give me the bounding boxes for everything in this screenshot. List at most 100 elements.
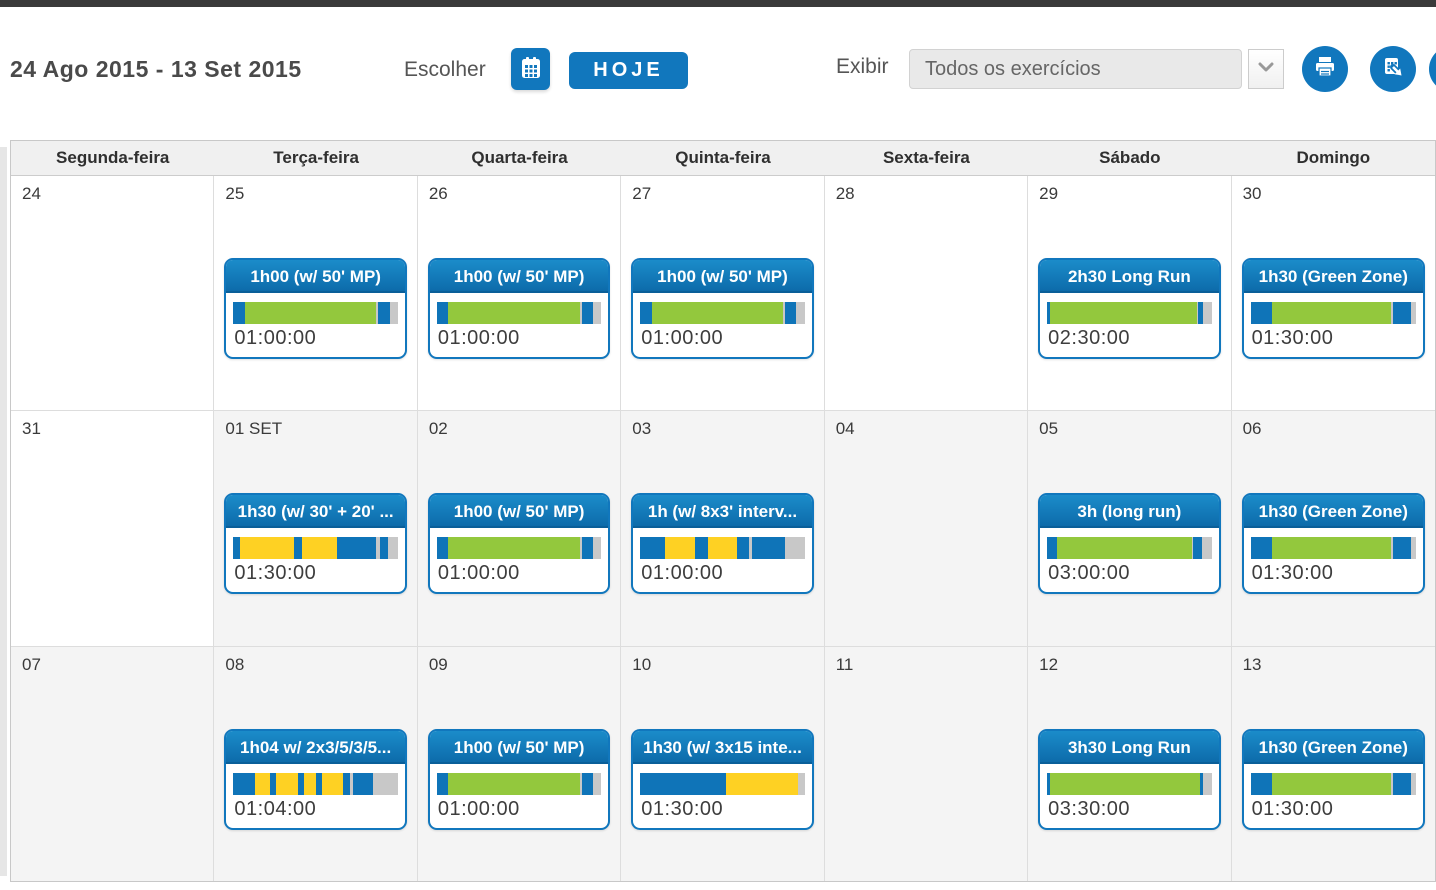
workout-intensity-bar	[1250, 772, 1416, 795]
bar-segment-blue	[378, 302, 390, 324]
bar-segment-blue	[294, 537, 303, 560]
export-calendar-button[interactable]	[1370, 46, 1416, 92]
workout-card[interactable]: 3h30 Long Run 03:30:00	[1038, 728, 1221, 830]
bar-segment-yellow	[304, 772, 316, 795]
workout-card-title: 1h30 (Green Zone)	[1243, 260, 1423, 293]
bar-segment-blue	[784, 302, 797, 324]
workout-card[interactable]: 1h30 (Green Zone) 01:30:00	[1241, 728, 1425, 830]
workout-card[interactable]: 1h00 (w/ 50' MP) 01:00:00	[427, 493, 611, 595]
workout-card[interactable]: 1h00 (w/ 50' MP) 01:00:00	[427, 258, 611, 359]
workout-duration: 01:00:00	[641, 327, 724, 349]
day-cell-12[interactable]: 12 3h30 Long Run 03:30:00	[1028, 646, 1232, 881]
day-cell-24[interactable]: 24	[11, 176, 215, 411]
bar-segment-track	[579, 537, 582, 560]
bar-segment-track	[1411, 302, 1416, 324]
workout-card[interactable]: 1h00 (w/ 50' MP) 01:00:00	[224, 258, 407, 359]
day-number: 09	[428, 654, 448, 674]
date-picker-button[interactable]	[511, 48, 550, 90]
bar-segment-track	[1203, 772, 1212, 795]
bar-segment-blue	[640, 772, 726, 795]
workout-card[interactable]: 1h (w/ 8x3' interv... 01:00:00	[631, 493, 814, 595]
workout-intensity-bar	[233, 302, 398, 324]
bar-segment-green	[1272, 772, 1392, 795]
bar-segment-blue	[233, 772, 255, 795]
filter-dropdown-button[interactable]	[1248, 49, 1284, 89]
workout-card-title: 1h00 (w/ 50' MP)	[226, 260, 405, 293]
workout-card[interactable]: 1h04 w/ 2x3/5/3/5... 01:04:00	[224, 728, 407, 830]
day-cell-26[interactable]: 26 1h00 (w/ 50' MP) 01:00:00	[417, 176, 622, 411]
bar-segment-blue	[1193, 537, 1202, 560]
day-cell-09[interactable]: 09 1h00 (w/ 50' MP) 01:00:00	[417, 646, 622, 881]
bar-segment-blue	[336, 537, 377, 560]
weekday-header-domingo: Domingo	[1296, 148, 1371, 167]
workout-card[interactable]: 1h00 (w/ 50' MP) 01:00:00	[427, 728, 611, 830]
bar-segment-blue	[343, 772, 351, 795]
day-cell-30[interactable]: 30 1h30 (Green Zone) 01:30:00	[1231, 176, 1435, 411]
bar-segment-blue	[269, 772, 277, 795]
exercise-filter-select[interactable]: Todos os exercícios	[909, 49, 1242, 89]
workout-card-title: 1h00 (w/ 50' MP)	[429, 495, 609, 529]
day-cell-29[interactable]: 29 2h30 Long Run 02:30:00	[1028, 176, 1232, 411]
day-cell-03[interactable]: 03 1h (w/ 8x3' interv... 01:00:00	[621, 411, 825, 646]
workout-card-title: 1h00 (w/ 50' MP)	[429, 730, 609, 764]
workout-intensity-bar	[1047, 302, 1212, 324]
calendar-export-icon	[1380, 54, 1406, 85]
day-number: 04	[835, 419, 855, 439]
bar-segment-green	[1272, 537, 1392, 560]
day-cell-01-set[interactable]: 01 SET 1h30 (w/ 30' + 20' ... 01:30:00	[214, 411, 418, 646]
day-cell-11[interactable]: 11	[824, 646, 1029, 881]
day-cell-07[interactable]: 07	[11, 646, 215, 881]
calendar-toolbar: 24 Ago 2015 - 13 Set 2015 Escolher HOJE …	[0, 7, 1436, 140]
print-button[interactable]	[1302, 46, 1348, 92]
extra-action-button[interactable]	[1429, 46, 1436, 92]
day-cell-04[interactable]: 04	[824, 411, 1029, 646]
day-number: 29	[1039, 184, 1059, 203]
bar-segment-yellow	[254, 772, 270, 795]
day-cell-02[interactable]: 02 1h00 (w/ 50' MP) 01:00:00	[417, 411, 622, 646]
bar-segment-track	[1411, 772, 1416, 795]
bar-segment-blue	[640, 302, 652, 324]
weekday-header-segunda-feira: Segunda-feira	[56, 148, 170, 167]
day-number: 13	[1242, 654, 1262, 674]
day-cell-25[interactable]: 25 1h00 (w/ 50' MP) 01:00:00	[214, 176, 418, 411]
bar-segment-yellow	[322, 772, 344, 795]
workout-intensity-bar	[1250, 537, 1416, 560]
bar-segment-green	[1057, 537, 1192, 560]
bar-segment-track	[350, 772, 354, 795]
workout-card[interactable]: 1h00 (w/ 50' MP) 01:00:00	[631, 258, 814, 359]
day-cell-10[interactable]: 10 1h30 (w/ 3x15 inte... 01:30:00	[621, 646, 825, 881]
date-range-title: 24 Ago 2015 - 13 Set 2015	[10, 56, 302, 82]
bar-segment-track	[748, 537, 753, 560]
workout-card-title: 1h30 (w/ 30' + 20' ...	[226, 495, 405, 529]
day-number: 06	[1242, 419, 1262, 439]
day-cell-27[interactable]: 27 1h00 (w/ 50' MP) 01:00:00	[621, 176, 825, 411]
bar-segment-track	[387, 537, 398, 560]
calendar-body: 24 25 1h00 (w/ 50' MP) 01:00:00 26 1h00 (w/ 5…	[11, 176, 1435, 881]
workout-card-title: 1h04 w/ 2x3/5/3/5...	[226, 730, 405, 764]
workout-card[interactable]: 1h30 (Green Zone) 01:30:00	[1241, 258, 1425, 359]
bar-segment-blue	[1200, 772, 1204, 795]
bar-segment-blue	[1250, 302, 1273, 324]
day-number: 27	[632, 184, 652, 203]
workout-duration: 03:30:00	[1048, 797, 1130, 820]
workout-card[interactable]: 2h30 Long Run 02:30:00	[1038, 258, 1221, 359]
bar-segment-blue	[1047, 302, 1051, 324]
workout-card[interactable]: 3h (long run) 03:00:00	[1038, 493, 1221, 595]
day-cell-28[interactable]: 28	[824, 176, 1029, 411]
today-button[interactable]: HOJE	[569, 52, 688, 89]
bar-segment-blue	[1250, 772, 1273, 795]
day-cell-31[interactable]: 31	[11, 411, 215, 646]
workout-card-title: 1h30 (w/ 3x15 inte...	[633, 730, 812, 764]
bar-segment-blue	[1047, 537, 1057, 560]
bar-segment-yellow	[664, 537, 695, 560]
show-filter-label: Exibir	[836, 55, 889, 78]
workout-card[interactable]: 1h30 (Green Zone) 01:30:00	[1241, 493, 1425, 595]
day-cell-05[interactable]: 05 3h (long run) 03:00:00	[1028, 411, 1232, 646]
bar-segment-track	[579, 302, 582, 324]
day-cell-13[interactable]: 13 1h30 (Green Zone) 01:30:00	[1231, 646, 1435, 881]
workout-card[interactable]: 1h30 (w/ 30' + 20' ... 01:30:00	[224, 493, 407, 595]
day-cell-06[interactable]: 06 1h30 (Green Zone) 01:30:00	[1231, 411, 1435, 646]
day-cell-08[interactable]: 08 1h04 w/ 2x3/5/3/5... 01:04:00	[214, 646, 418, 881]
workout-card[interactable]: 1h30 (w/ 3x15 inte... 01:30:00	[631, 728, 814, 830]
bar-segment-blue	[640, 537, 665, 560]
